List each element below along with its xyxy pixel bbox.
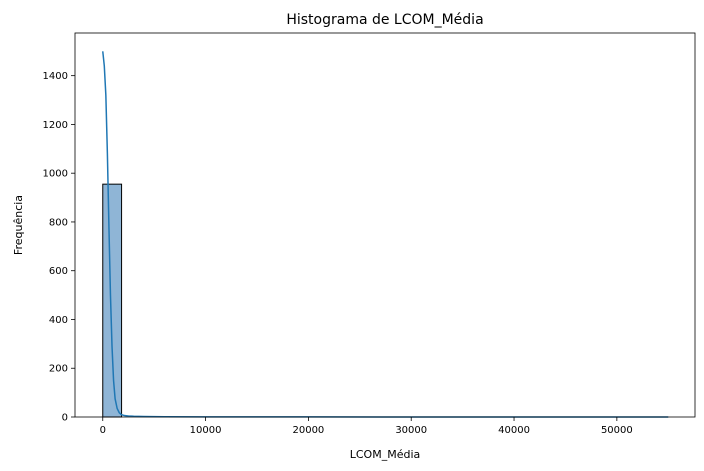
y-tick-label: 1400 — [43, 71, 68, 82]
plot-frame — [74, 32, 696, 418]
y-tick-label: 0 — [62, 413, 68, 424]
x-tick-label: 30000 — [395, 425, 427, 436]
x-axis-ticks: 0 10000 20000 30000 40000 50000 — [100, 417, 633, 436]
histogram-bars — [102, 183, 123, 418]
histogram-bar — [102, 183, 123, 418]
y-axis-ticks: 0 200 400 600 800 1000 1200 1400 — [43, 71, 75, 424]
y-tick-label: 200 — [49, 364, 68, 375]
plot-area — [75, 33, 695, 417]
x-tick-label: 0 — [100, 425, 106, 436]
y-tick-label: 600 — [49, 266, 68, 277]
x-tick-label: 50000 — [601, 425, 633, 436]
x-tick-label: 40000 — [498, 425, 530, 436]
y-axis-label: Frequência — [12, 195, 25, 255]
y-tick-label: 1200 — [43, 120, 68, 131]
y-tick-label: 1000 — [43, 169, 68, 180]
x-axis-label: LCOM_Média — [350, 448, 421, 461]
y-tick-label: 400 — [49, 315, 68, 326]
y-tick-label: 800 — [49, 217, 68, 228]
chart-title: Histograma de LCOM_Média — [286, 12, 483, 28]
x-tick-label: 10000 — [190, 425, 222, 436]
x-tick-label: 20000 — [292, 425, 324, 436]
